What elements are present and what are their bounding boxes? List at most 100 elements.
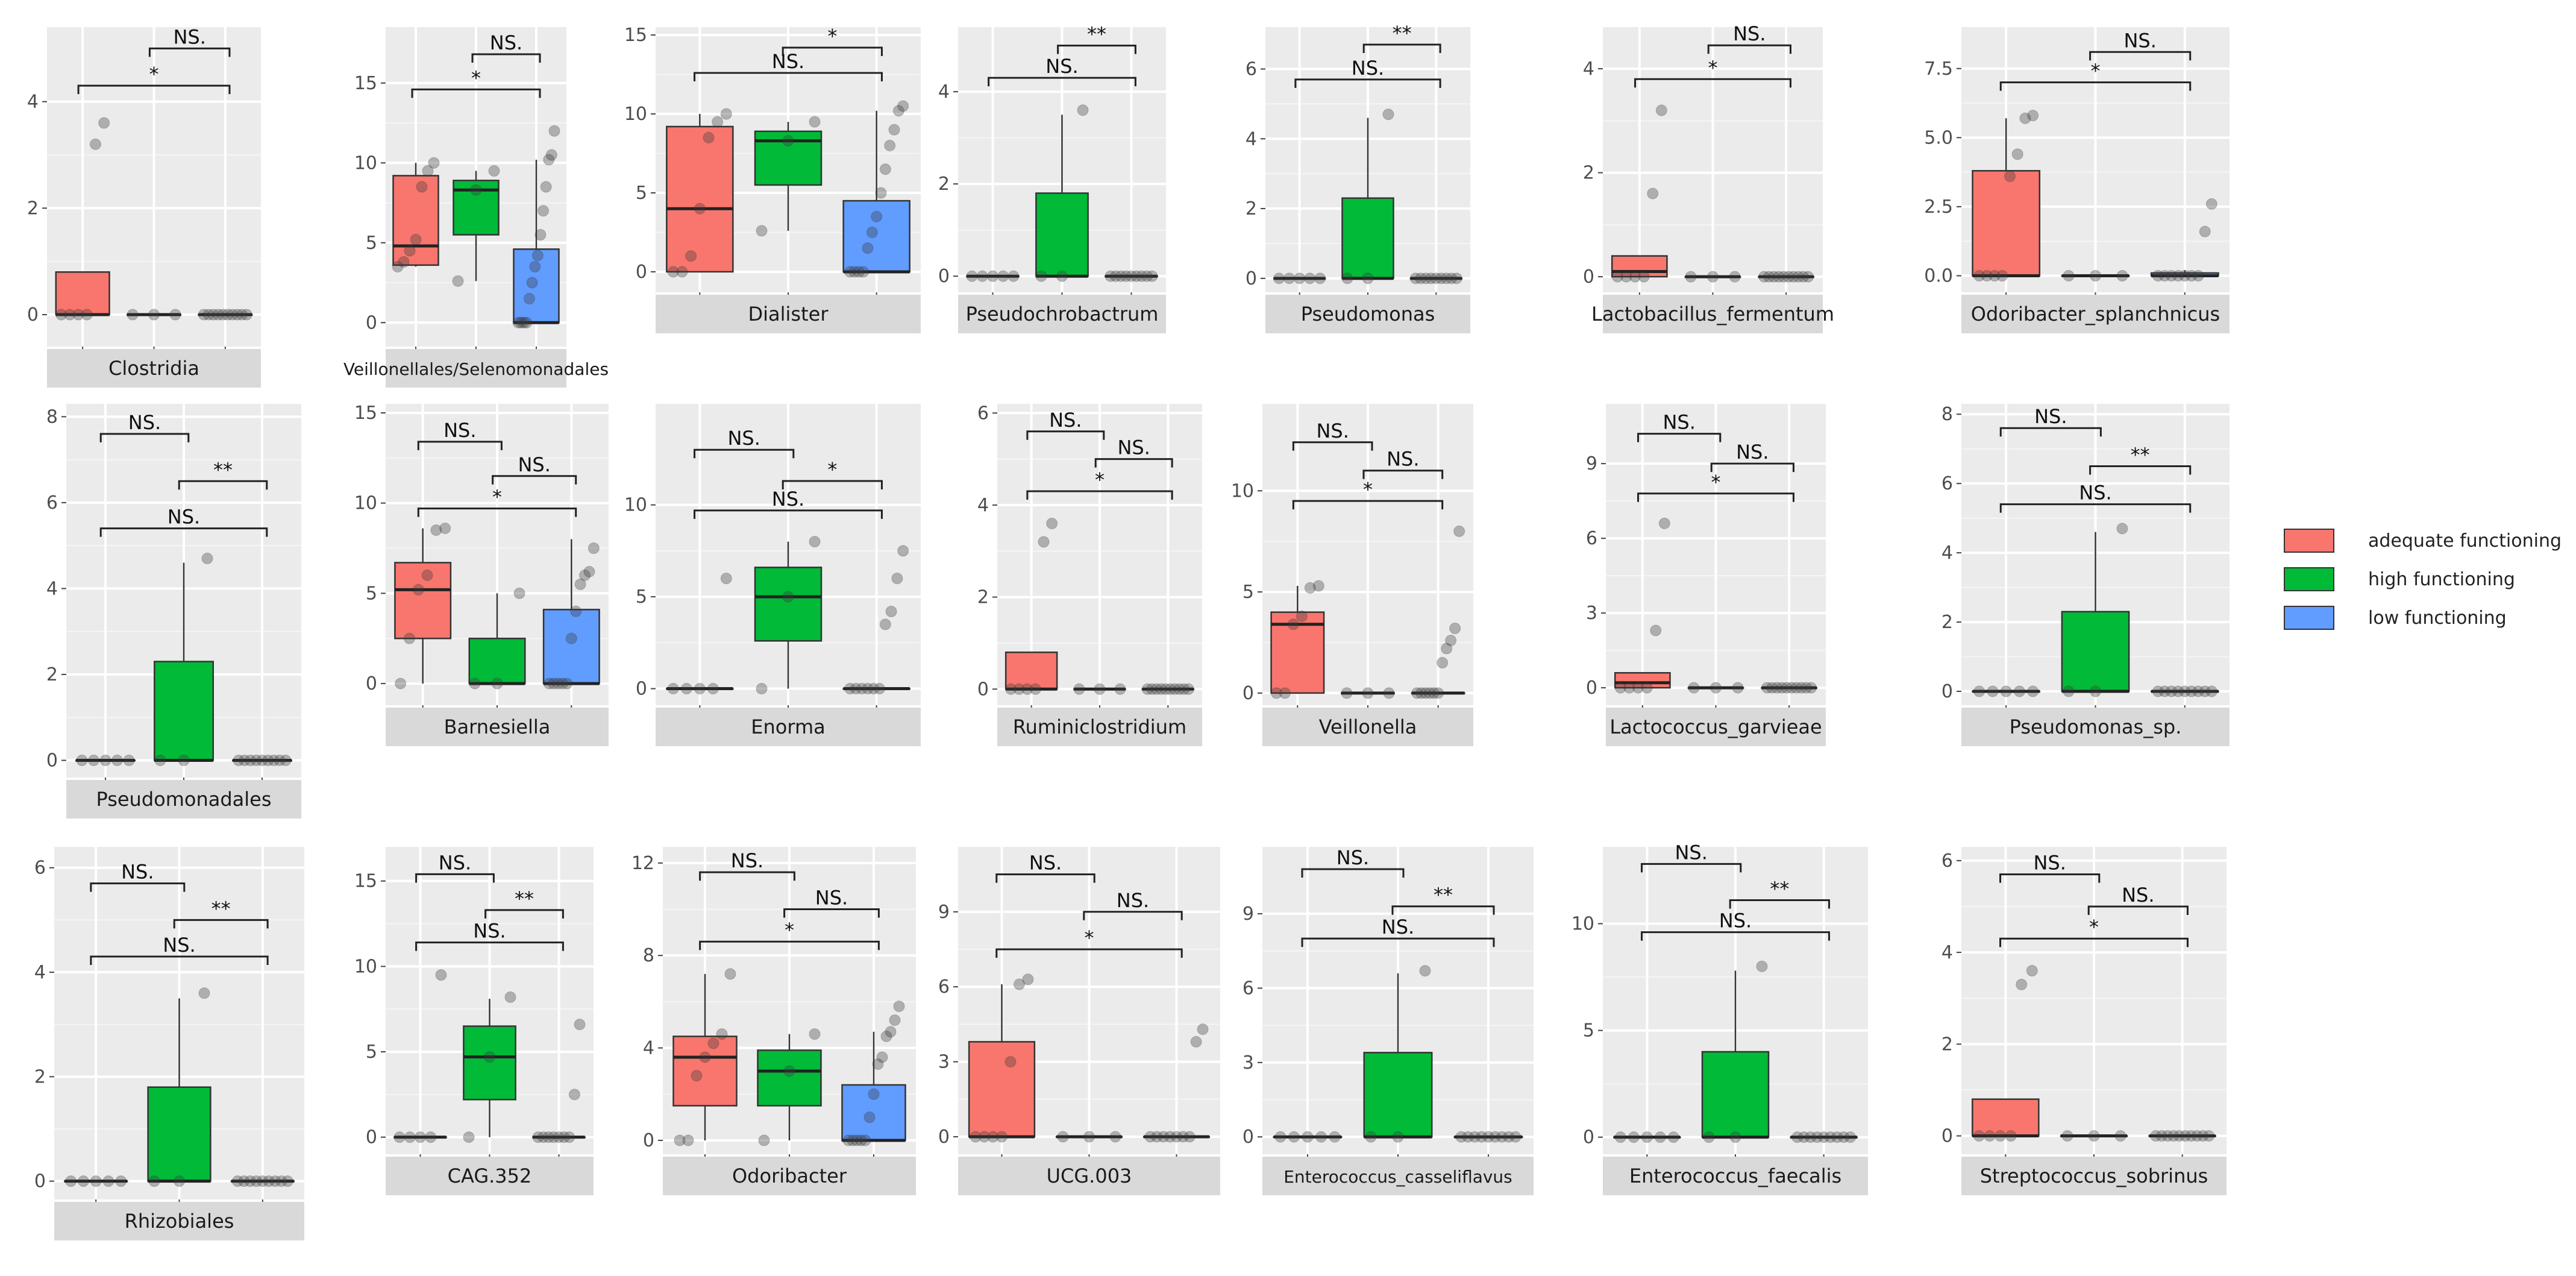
data-point	[111, 754, 123, 766]
data-point	[667, 683, 679, 695]
data-point	[526, 277, 538, 289]
data-point	[540, 181, 552, 193]
data-point	[169, 309, 181, 321]
data-point	[1304, 582, 1316, 594]
data-point	[848, 266, 860, 278]
data-point	[1792, 271, 1804, 283]
data-point	[2203, 1130, 2215, 1142]
significance-bracket	[417, 441, 503, 450]
facet-strip	[1961, 295, 2230, 333]
data-point	[89, 138, 101, 150]
facet-plot: 0 2 4 6 ** NS. Pseudomonas	[1246, 22, 1470, 333]
data-point	[2197, 1130, 2209, 1142]
significance-label: **	[212, 897, 231, 920]
data-point	[1169, 683, 1181, 695]
data-point	[2005, 1130, 2017, 1142]
box-high	[1701, 1051, 1770, 1138]
data-point	[1437, 657, 1449, 669]
facet-title: Odoribacter	[732, 1164, 847, 1187]
facet-panel: 0 3 6 9 NS. ** NS. Enterococcus_casseliflavus	[1220, 846, 1534, 1195]
data-point	[1973, 1130, 1985, 1142]
facet-title: Pseudomonadales	[96, 788, 271, 811]
facet-strip	[1603, 1157, 1868, 1195]
data-point	[127, 309, 139, 321]
data-point	[102, 1175, 114, 1187]
data-point	[1151, 1131, 1163, 1143]
box-adequate	[1972, 1098, 2040, 1137]
y-tick-label: 10	[624, 495, 647, 516]
facet-title: Barnesiella	[444, 715, 551, 738]
data-point	[404, 1131, 416, 1143]
data-point	[1703, 1131, 1715, 1143]
significance-label: NS.	[518, 453, 550, 476]
data-point	[416, 181, 428, 193]
y-tick-label: 2	[1941, 612, 1953, 633]
data-point	[227, 309, 239, 321]
data-point	[2185, 1130, 2197, 1142]
significance-label: NS.	[2033, 852, 2066, 875]
significance-bracket	[417, 508, 577, 517]
data-point	[685, 250, 697, 262]
data-point	[1120, 270, 1132, 282]
data-point	[2088, 1130, 2100, 1142]
significance-label: NS.	[1029, 852, 1062, 875]
data-point	[1469, 1131, 1481, 1143]
significance-bracket	[77, 84, 231, 95]
data-point	[1126, 270, 1137, 282]
data-point	[428, 157, 440, 169]
data-point	[123, 754, 135, 766]
y-tick-label: 5	[366, 233, 377, 254]
data-point	[274, 754, 286, 766]
facet-plot: 0 5 10 15 NS. ** NS. CAG.352	[354, 847, 594, 1195]
data-point	[1038, 536, 1050, 548]
data-point	[1802, 271, 1814, 283]
significance-label: NS.	[490, 31, 522, 54]
box-high	[757, 1049, 822, 1107]
y-tick-label: 4	[938, 81, 950, 102]
data-point	[850, 683, 862, 695]
data-point	[2090, 270, 2101, 281]
data-point	[2205, 685, 2217, 697]
significance-bracket	[173, 919, 269, 929]
data-point	[1141, 270, 1153, 282]
data-point	[1158, 1131, 1170, 1143]
data-point	[1503, 1131, 1515, 1143]
data-point	[250, 1175, 262, 1187]
data-point	[1611, 271, 1623, 283]
significance-label: *	[1711, 471, 1721, 494]
data-point	[782, 135, 794, 147]
y-tick-label: 7.5	[1924, 58, 1953, 80]
data-point	[217, 309, 229, 321]
data-point	[1449, 622, 1461, 634]
data-point	[1987, 685, 1999, 697]
data-point	[2179, 685, 2191, 697]
significance-label: NS.	[1662, 411, 1695, 434]
data-point	[1763, 271, 1775, 283]
data-point	[2199, 225, 2211, 237]
data-point	[1283, 272, 1296, 284]
data-point	[72, 309, 84, 321]
y-tick-label: 0	[977, 679, 989, 700]
facet-panel: 0 3 6 9 NS. NS. * Lactococcus_garvieae	[1564, 404, 1826, 746]
data-point	[1105, 270, 1117, 282]
box-low	[542, 609, 600, 685]
significance-bracket	[1634, 78, 1791, 88]
y-tick-label: 15	[624, 25, 647, 46]
data-point	[548, 1131, 560, 1143]
facet-plot: 0 2 4 6 NS. NS. * Ruminiclostridium	[977, 403, 1202, 746]
data-point	[1362, 272, 1374, 284]
data-point	[280, 754, 292, 766]
facet-svg: 0.0 2.5 5.0 7.5 NS. * Odoribacter_splanchnicus	[1924, 27, 2230, 333]
data-point	[529, 261, 541, 272]
facet-strip	[47, 349, 261, 388]
data-point	[561, 677, 573, 690]
data-point	[1482, 1131, 1494, 1143]
facet-strip	[386, 1157, 594, 1195]
y-tick-label: 0	[366, 312, 377, 333]
data-point	[1831, 1131, 1843, 1143]
significance-bracket	[1729, 899, 1830, 909]
data-point	[1013, 683, 1025, 695]
data-point	[435, 969, 447, 981]
data-point	[1797, 271, 1810, 283]
y-tick-label: 0	[34, 1171, 46, 1192]
